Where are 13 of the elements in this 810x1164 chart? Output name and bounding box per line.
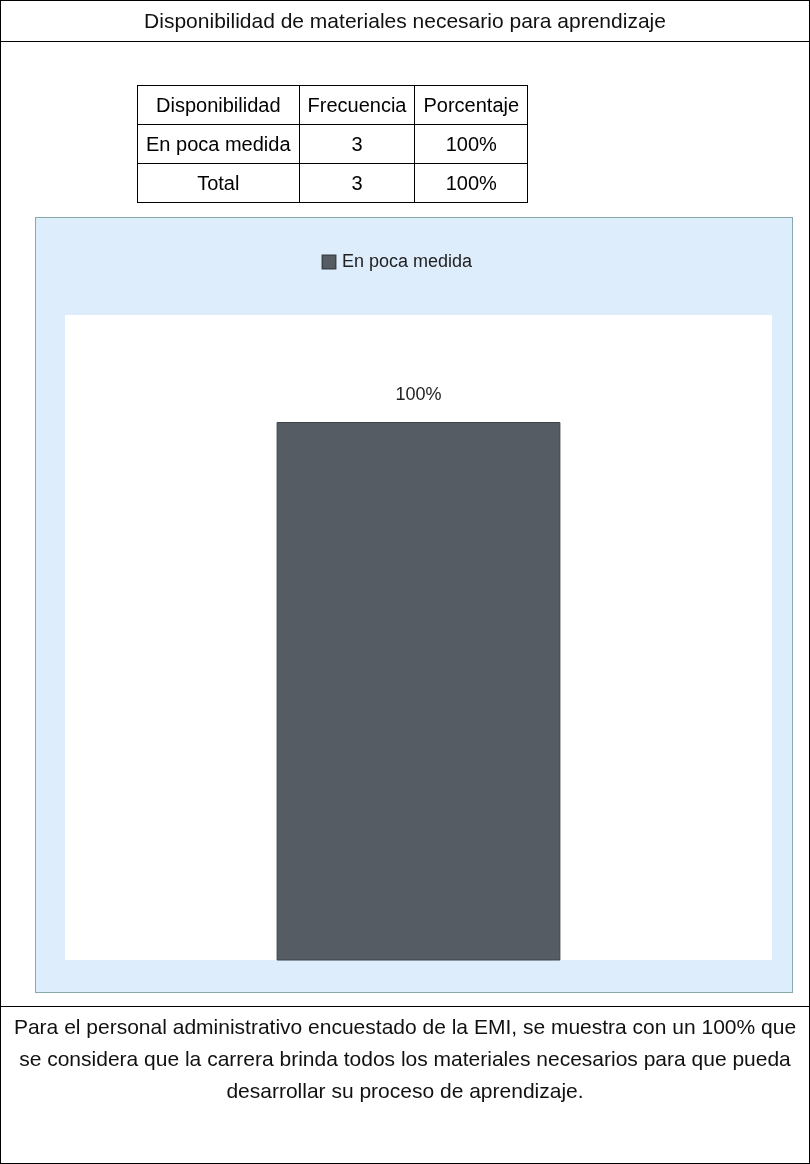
text: Disponibilidad	[137, 85, 300, 125]
chart-title: Disponibilidad de materiales necesario para aprendizaje	[1, 1, 809, 42]
text: 100%	[414, 124, 528, 164]
text: Frecuencia	[299, 85, 415, 125]
text: Porcentaje	[414, 85, 528, 125]
text: 3	[299, 124, 415, 164]
legend-label: En poca medida	[342, 251, 474, 271]
data-label: 100%	[395, 383, 442, 404]
text: En poca medida	[137, 124, 300, 164]
text: 100%	[414, 163, 528, 203]
text: Total	[137, 163, 300, 203]
text: Para el personal administrativo encuestado de la EMI, se muestra con un 100% que se considera que la carrera brinda todos los materiales necesarios para que pueda desarrollar su proceso de aprendizaje.	[1, 1006, 809, 1164]
text: 3	[299, 163, 415, 203]
